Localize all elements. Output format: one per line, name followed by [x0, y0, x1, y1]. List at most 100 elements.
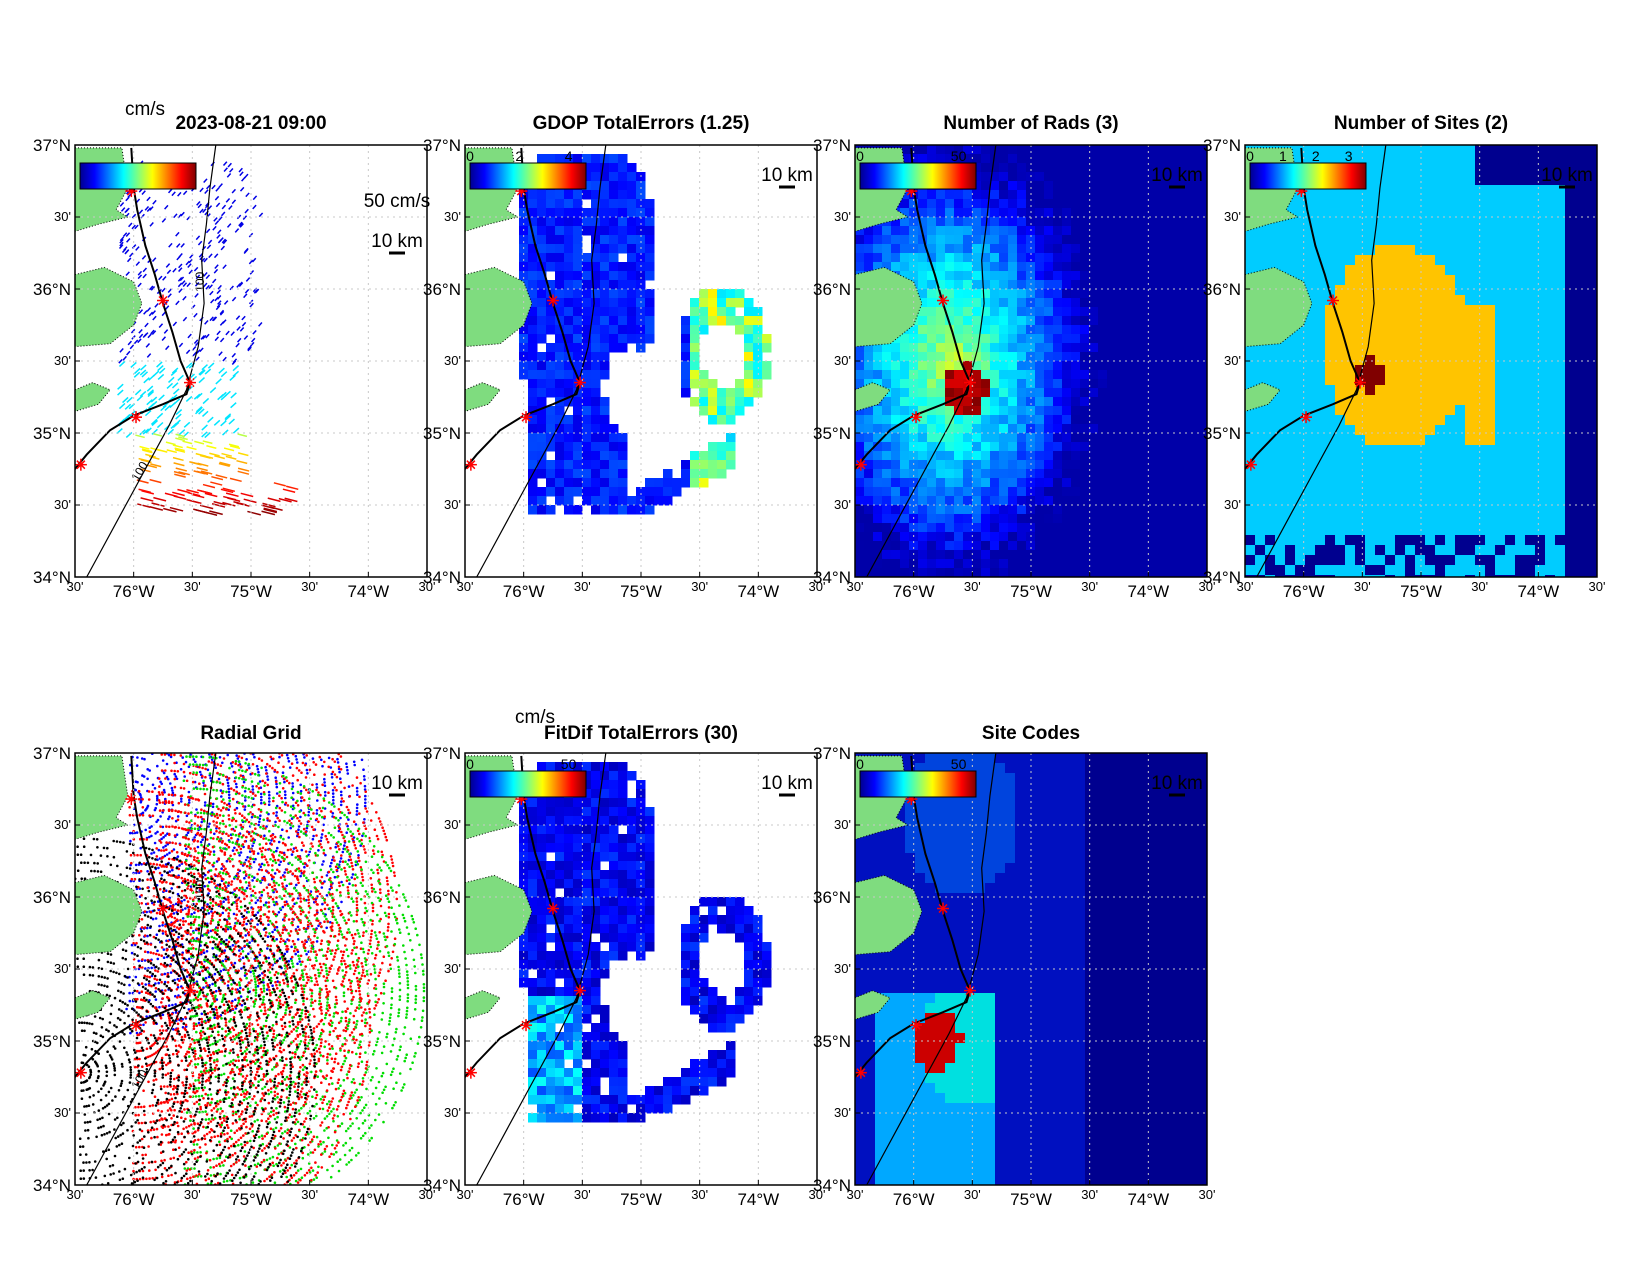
- data-cell: [1395, 445, 1406, 456]
- data-cell: [918, 154, 928, 164]
- data-cell: [1455, 415, 1466, 426]
- current-vector-arrow: [186, 282, 191, 288]
- data-cell: [1475, 335, 1486, 346]
- data-cell: [1435, 295, 1446, 306]
- data-cell: [1134, 298, 1144, 308]
- data-cell: [1595, 215, 1597, 226]
- data-cell: [1179, 199, 1189, 209]
- data-cell: [1098, 244, 1108, 254]
- data-cell: [1098, 226, 1108, 236]
- data-cell: [1188, 370, 1198, 380]
- data-cell: [528, 352, 538, 362]
- data-cell: [1545, 285, 1556, 296]
- data-cell: [1575, 365, 1586, 376]
- data-cell: [591, 406, 601, 416]
- data-cell: [999, 406, 1009, 416]
- data-cell: [1505, 485, 1516, 496]
- data-cell: [555, 478, 565, 488]
- data-cell: [972, 289, 982, 299]
- data-cell: [591, 433, 601, 443]
- data-cell: [1179, 253, 1189, 263]
- data-cell: [882, 514, 892, 524]
- data-cell: [1188, 307, 1198, 317]
- data-cell: [1425, 145, 1436, 156]
- data-cell: [717, 469, 727, 479]
- data-cell: [1305, 245, 1316, 256]
- data-cell: [1525, 465, 1536, 476]
- data-cell: [591, 262, 601, 272]
- data-cell: [954, 379, 964, 389]
- current-vector-arrow: [261, 510, 276, 516]
- data-cell: [1035, 343, 1045, 353]
- data-cell: [636, 325, 646, 335]
- data-cell: [1325, 425, 1336, 436]
- current-vector-arrow: [203, 257, 208, 263]
- data-cell: [1017, 226, 1027, 236]
- current-vector-arrow: [126, 396, 133, 403]
- data-cell: [1565, 185, 1576, 196]
- data-cell: [1125, 550, 1135, 560]
- data-cell: [690, 370, 700, 380]
- current-vector-arrow: [228, 443, 240, 448]
- data-cell: [945, 262, 955, 272]
- data-cell: [1062, 415, 1072, 425]
- current-vector-arrow: [156, 448, 168, 453]
- data-cell: [1495, 565, 1506, 576]
- data-cell: [1585, 225, 1596, 236]
- data-cell: [1495, 525, 1506, 536]
- data-cell: [1197, 487, 1207, 497]
- data-cell: [873, 424, 883, 434]
- data-cell: [1355, 355, 1366, 366]
- data-cell: [981, 280, 991, 290]
- data-cell: [1455, 565, 1466, 576]
- data-cell: [735, 289, 745, 299]
- data-cell: [1595, 535, 1597, 546]
- data-cell: [1170, 154, 1180, 164]
- data-cell: [1062, 271, 1072, 281]
- data-cell: [1062, 262, 1072, 272]
- data-cell: [1062, 235, 1072, 245]
- data-cell: [1134, 181, 1144, 191]
- data-cell: [654, 478, 664, 488]
- data-cell: [864, 352, 874, 362]
- data-cell: [1425, 545, 1436, 556]
- data-cell: [1305, 475, 1316, 486]
- data-cell: [1315, 145, 1326, 156]
- lon-tick-label: 30': [809, 579, 826, 594]
- data-cell: [882, 469, 892, 479]
- data-cell: [1395, 475, 1406, 486]
- data-cell: [954, 514, 964, 524]
- data-cell: [1265, 425, 1276, 436]
- data-cell: [1395, 195, 1406, 206]
- data-cell: [1585, 565, 1596, 576]
- data-cell: [1465, 445, 1476, 456]
- data-cell: [1405, 385, 1416, 396]
- data-cell: [1415, 405, 1426, 416]
- site-marker-icon: [75, 458, 87, 471]
- data-cell: [1305, 185, 1316, 196]
- data-cell: [873, 361, 883, 371]
- data-cell: [1485, 565, 1496, 576]
- data-cell: [990, 343, 1000, 353]
- data-cell: [1080, 289, 1090, 299]
- data-cell: [864, 361, 874, 371]
- data-cell: [1071, 154, 1081, 164]
- data-cell: [1008, 532, 1018, 542]
- data-cell: [708, 379, 718, 389]
- data-cell: [573, 280, 583, 290]
- data-cell: [954, 424, 964, 434]
- data-cell: [1335, 185, 1346, 196]
- data-cell: [1053, 154, 1063, 164]
- data-cell: [1170, 451, 1180, 461]
- data-cell: [591, 199, 601, 209]
- data-cell: [1535, 215, 1546, 226]
- data-cell: [1089, 496, 1099, 506]
- data-cell: [1017, 406, 1027, 416]
- current-vector-arrow: [223, 167, 228, 173]
- data-cell: [609, 172, 619, 182]
- current-vector-arrow: [225, 330, 230, 336]
- data-cell: [1275, 365, 1286, 376]
- data-cell: [873, 415, 883, 425]
- site-marker-stroke: [131, 412, 141, 422]
- current-vector-arrow: [220, 488, 234, 494]
